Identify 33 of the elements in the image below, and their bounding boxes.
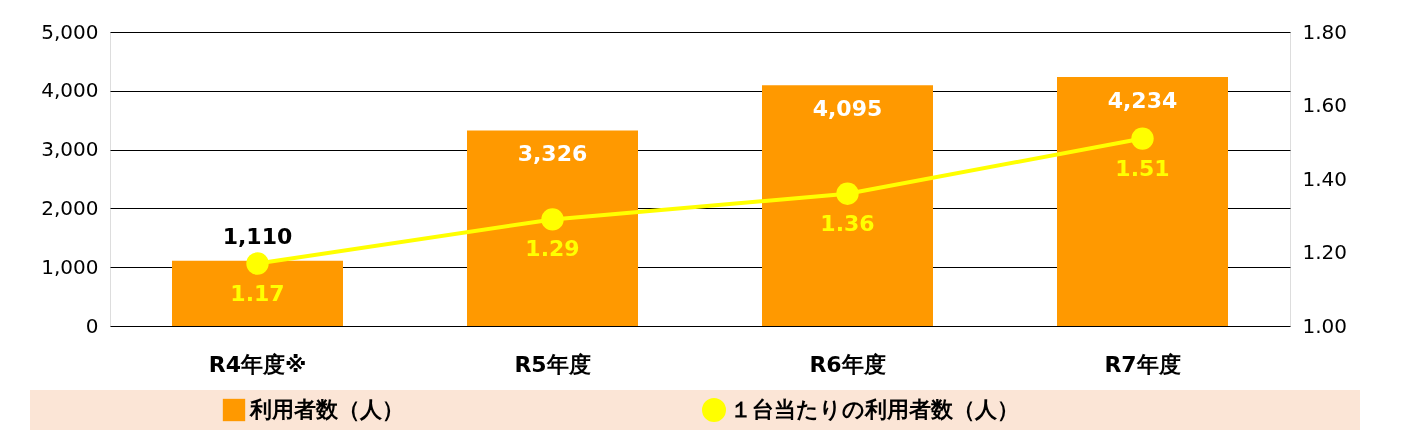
data-label: 3,326 <box>517 141 588 167</box>
y-tick-label: 5,000 <box>41 19 99 44</box>
point <box>541 208 564 231</box>
y2-tick-label: 1.00 <box>1302 313 1348 338</box>
data-label: 1.36 <box>820 210 875 236</box>
y2-tick-label: 1.20 <box>1302 240 1348 264</box>
point <box>1131 127 1154 150</box>
legend-label: １台当たりの利用者数（人） <box>730 397 1019 422</box>
x-tick-label: R5年度 <box>514 351 591 377</box>
data-label: 4,234 <box>1107 88 1178 114</box>
y-tick-label: 3,000 <box>41 137 99 162</box>
x-tick-label: R6年度 <box>809 351 886 377</box>
x-tick-label: R4年度※ <box>208 351 307 377</box>
y-tick-label: 0 <box>85 313 99 338</box>
legend-label: 利用者数（人） <box>249 397 404 422</box>
data-label: 4,095 <box>812 96 883 122</box>
bar <box>467 130 638 326</box>
data-label: 1.17 <box>230 280 285 306</box>
data-label: 1.29 <box>525 236 580 262</box>
y-tick-label: 2,000 <box>41 195 99 220</box>
bar <box>1057 77 1228 326</box>
bar <box>762 85 933 326</box>
x-tick-label: R7年度 <box>1104 351 1181 377</box>
bar <box>172 260 343 326</box>
data-label: 1,110 <box>222 223 293 249</box>
y-tick-label: 1,000 <box>41 254 99 279</box>
y2-tick-label: 1.60 <box>1302 93 1348 117</box>
point <box>246 252 269 275</box>
y-tick-label: 4,000 <box>41 78 99 103</box>
y2-tick-label: 1.80 <box>1302 19 1348 44</box>
y2-tick-label: 1.40 <box>1302 166 1348 191</box>
data-label: 1.51 <box>1115 155 1170 181</box>
point <box>836 182 859 205</box>
